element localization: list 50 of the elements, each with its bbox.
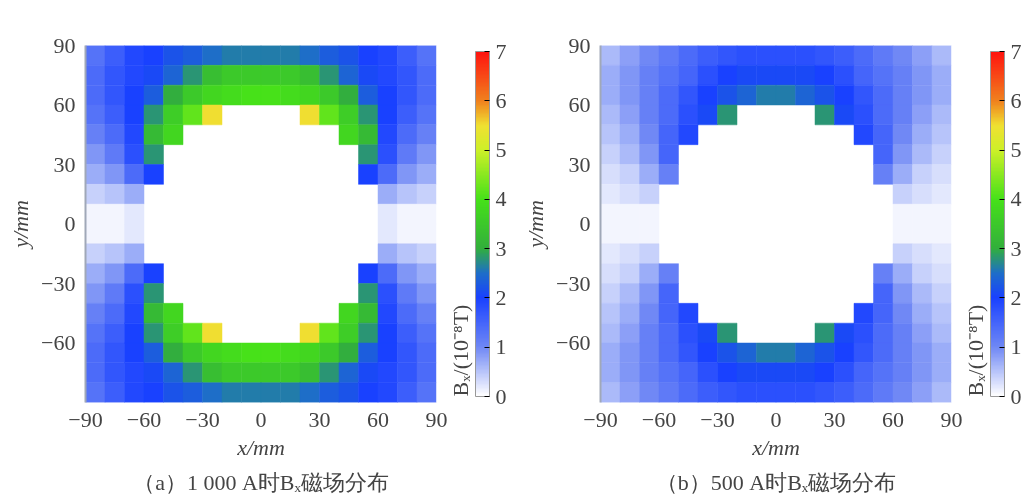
x-tick-label: 0 <box>255 406 267 432</box>
color-bar-title: Bₓ/(10⁻⁸T) <box>447 304 473 397</box>
x-tick-label: 90 <box>425 406 448 432</box>
text: （a）1 000 A时Bₓ磁场分布 <box>133 469 389 495</box>
x-axis-title: x/mm <box>751 434 800 460</box>
color-bar-label: 7 <box>1010 38 1022 64</box>
color-bar-label: 2 <box>1010 284 1022 310</box>
x-tick-label: 60 <box>882 406 904 432</box>
color-bar-label: 3 <box>495 235 507 261</box>
color-bar-title: Bₓ/(10⁻⁸T) <box>962 304 988 397</box>
color-bar-label: 1 <box>1010 334 1022 360</box>
text: （b）500 A时Bₓ磁场分布 <box>655 469 897 495</box>
y-tick-label: 0 <box>64 211 76 236</box>
y-tick-label: −30 <box>556 270 591 296</box>
color-bar-label: 0 <box>1010 383 1022 409</box>
y-tick-label: 90 <box>568 32 591 58</box>
color-bar-label: 0 <box>495 383 507 409</box>
x-tick-label: −30 <box>185 406 220 432</box>
x-tick-label: −90 <box>68 406 103 432</box>
y-tick-label: 30 <box>568 151 591 177</box>
color-bar-label: 4 <box>495 186 507 212</box>
color-bar-label: 3 <box>1010 235 1022 261</box>
y-tick-label: 30 <box>53 151 76 177</box>
x-tick-label: −90 <box>583 406 618 432</box>
y-tick-label: −60 <box>556 330 591 355</box>
color-bar-label: 5 <box>495 137 507 163</box>
x-tick-label: 0 <box>770 406 782 432</box>
x-tick-label: −60 <box>641 406 677 432</box>
y-axis-title: y/mm <box>523 200 549 250</box>
y-tick-label: 0 <box>579 211 591 236</box>
y-tick-label: 60 <box>568 92 591 117</box>
color-bar-label: 4 <box>1010 186 1022 212</box>
x-tick-label: −30 <box>700 406 735 432</box>
y-axis-title: y/mm <box>8 200 34 250</box>
color-bar-label: 5 <box>1010 137 1022 163</box>
y-tick-label: −30 <box>41 270 76 296</box>
color-bar-label: 2 <box>495 284 507 310</box>
x-tick-label: 30 <box>308 406 331 432</box>
y-tick-label: 60 <box>53 92 76 117</box>
color-bar-label: 6 <box>1010 87 1022 113</box>
x-tick-label: 60 <box>367 406 389 432</box>
x-tick-label: 90 <box>940 406 963 432</box>
y-tick-label: 90 <box>53 32 76 58</box>
color-bar-label: 1 <box>495 334 507 360</box>
color-bar-label: 7 <box>495 38 507 64</box>
y-tick-label: −60 <box>41 330 76 355</box>
x-tick-label: 30 <box>823 406 846 432</box>
x-axis-title: x/mm <box>236 434 285 460</box>
color-bar-label: 6 <box>495 87 507 113</box>
x-tick-label: −60 <box>126 406 162 432</box>
